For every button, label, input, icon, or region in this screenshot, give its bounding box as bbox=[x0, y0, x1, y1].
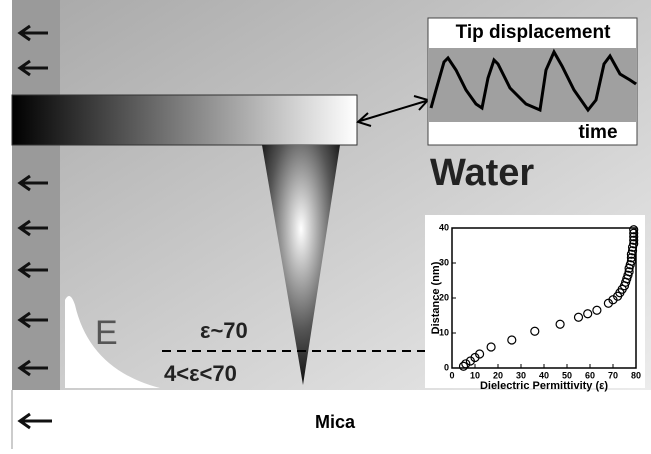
interface-label: 4<ε<70 bbox=[164, 361, 237, 386]
y-axis-label: Distance (nm) bbox=[430, 261, 442, 334]
chart-box bbox=[425, 215, 645, 388]
waveform bbox=[429, 48, 637, 113]
field-profile bbox=[65, 296, 160, 388]
y-tick-label: 20 bbox=[439, 292, 449, 302]
y-tick-label: 40 bbox=[439, 222, 449, 232]
x-tick-label: 40 bbox=[539, 370, 549, 380]
field-arrows bbox=[17, 24, 52, 430]
x-tick-label: 80 bbox=[631, 370, 641, 380]
x-tick-label: 60 bbox=[585, 370, 595, 380]
point bbox=[573, 312, 584, 322]
point bbox=[475, 349, 485, 359]
x-tick-label: 50 bbox=[562, 370, 572, 380]
bulk-label: ε~70 bbox=[200, 318, 248, 343]
inset-axis: time bbox=[578, 122, 617, 143]
x-axis-label: Dielectric Permittivity (ε) bbox=[480, 380, 608, 392]
point bbox=[592, 305, 602, 315]
inset-title: Tip displacement bbox=[456, 22, 612, 43]
point bbox=[461, 359, 471, 369]
side-strip bbox=[12, 0, 60, 390]
point bbox=[629, 232, 639, 242]
tip bbox=[262, 145, 340, 385]
point bbox=[486, 342, 496, 352]
x-tick-label: 30 bbox=[516, 370, 526, 380]
point bbox=[629, 225, 639, 235]
field-label: E bbox=[95, 314, 118, 352]
y-tick-label: 0 bbox=[444, 362, 449, 372]
point bbox=[626, 256, 637, 266]
y-tick-label: 10 bbox=[439, 327, 449, 337]
point bbox=[555, 319, 565, 329]
point bbox=[629, 228, 639, 238]
x-tick-label: 0 bbox=[449, 370, 454, 380]
y-tick-label: 30 bbox=[439, 257, 449, 267]
point bbox=[507, 335, 517, 345]
x-tick-label: 70 bbox=[608, 370, 618, 380]
point bbox=[624, 267, 634, 277]
water-label: Water bbox=[430, 152, 534, 194]
point bbox=[626, 253, 637, 263]
x-tick-label: 20 bbox=[493, 370, 503, 380]
point bbox=[629, 239, 639, 249]
point bbox=[458, 361, 469, 371]
point bbox=[530, 326, 540, 336]
cantilever bbox=[11, 94, 358, 146]
substrate-label: Mica bbox=[315, 412, 356, 432]
point bbox=[583, 309, 593, 319]
x-tick-label: 10 bbox=[470, 370, 480, 380]
point bbox=[629, 235, 639, 245]
inset-plot bbox=[429, 48, 636, 122]
point bbox=[627, 246, 638, 256]
